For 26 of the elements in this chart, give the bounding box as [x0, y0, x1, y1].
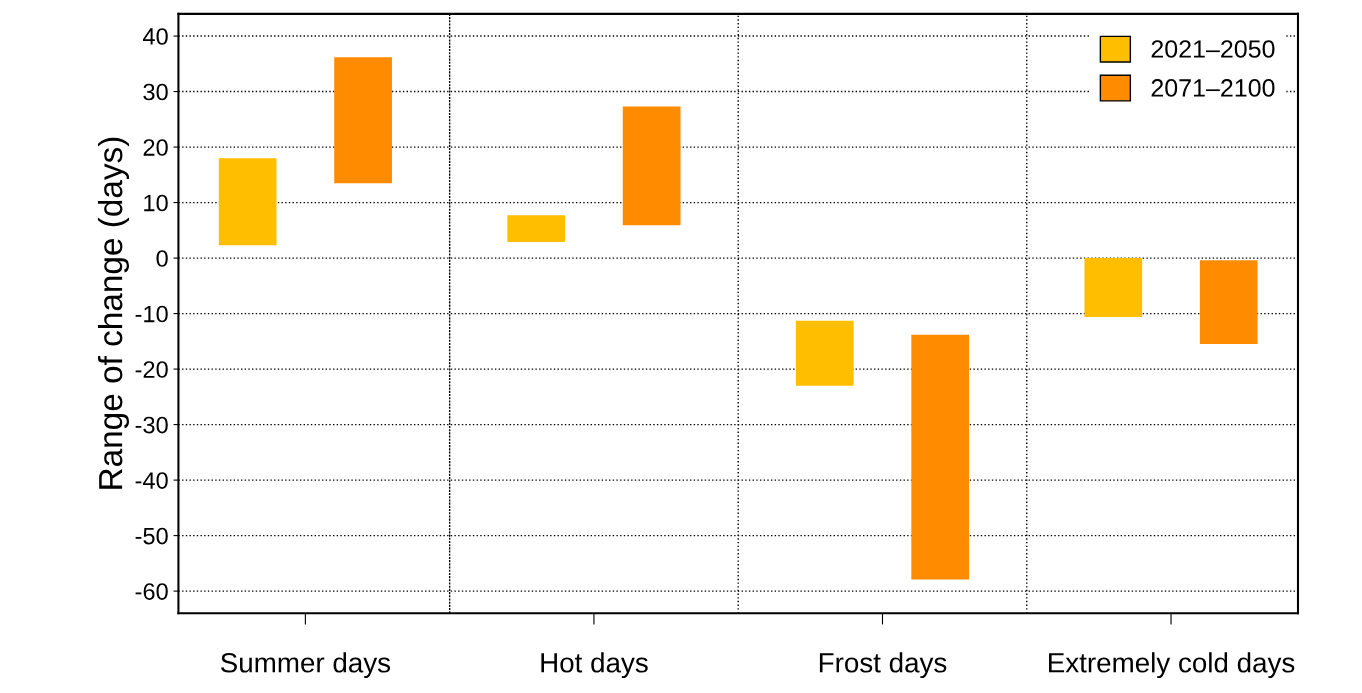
x-tick-label: Extremely cold days — [1049, 652, 1295, 679]
bar — [218, 158, 277, 246]
y-tick-label: -40 — [135, 472, 168, 489]
y-tick-label: -60 — [135, 583, 168, 600]
x-tick-label: Frost days — [819, 652, 947, 679]
y-tick-label: 10 — [144, 194, 168, 212]
bar — [334, 57, 392, 184]
bar — [911, 334, 970, 580]
legend-label: 2071–2100 — [1151, 79, 1275, 97]
bar — [1199, 260, 1258, 345]
x-tick-label: Summer days — [220, 652, 391, 679]
bar — [507, 215, 566, 242]
x-tick-label: Hot days — [541, 652, 648, 679]
y-tick-label: -20 — [135, 361, 168, 378]
y-tick-label: -50 — [135, 527, 168, 545]
y-tick-label: -10 — [135, 305, 168, 323]
y-tick-label: 30 — [143, 83, 168, 101]
y-tick-label: 40 — [142, 28, 168, 45]
y-axis-title: Range of change (days) — [97, 137, 130, 489]
bar — [1084, 258, 1143, 317]
y-tick-label: 20 — [143, 139, 168, 156]
bar — [622, 106, 681, 226]
y-tick-label: -30 — [135, 416, 168, 434]
legend-label: 2021–2050 — [1151, 40, 1275, 58]
bar — [795, 320, 854, 386]
y-tick-label: 0 — [156, 250, 168, 267]
